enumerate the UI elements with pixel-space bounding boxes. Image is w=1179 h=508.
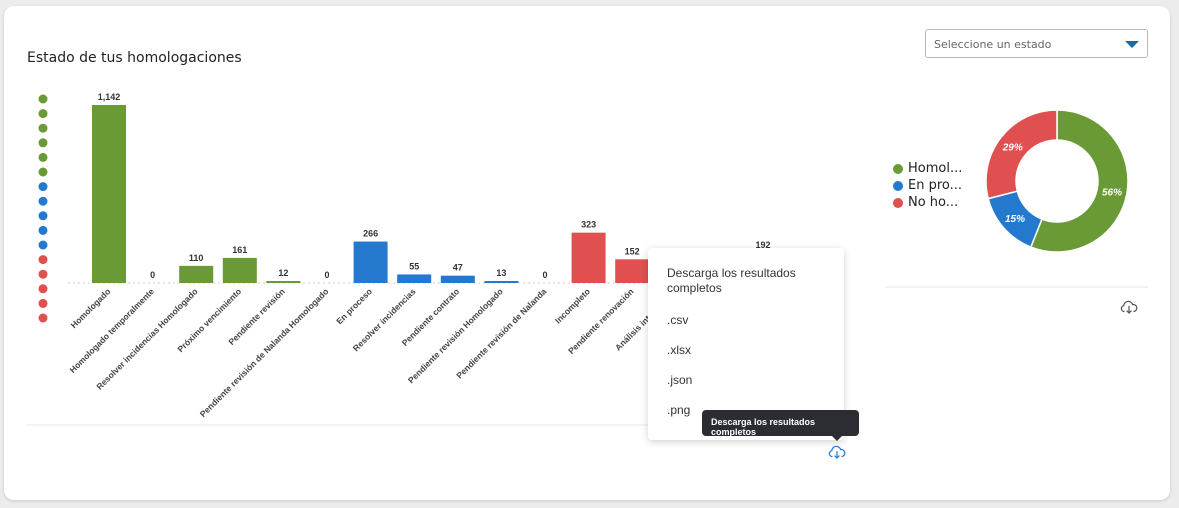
bar [266,281,301,283]
state-select-placeholder: Seleccione un estado [934,38,1052,51]
legend-label: En pro... [908,178,963,193]
download-menu-header: Descarga los resultados completos [667,266,796,295]
bar-value-label: 0 [324,270,329,280]
category-dot [38,240,48,250]
download-option-csv[interactable]: .csv [667,313,689,327]
download-tooltip-text: Descarga los resultados completos [711,417,816,437]
category-dot [38,269,48,279]
bar-value-label: 0 [150,270,155,280]
bar [222,257,257,283]
bar [179,265,214,283]
bar-value-label: 152 [625,246,640,256]
download-option-xlsx[interactable]: .xlsx [667,343,691,357]
category-dot [38,182,48,192]
bar [397,274,432,283]
download-tooltip: Descarga los resultados completos [702,410,859,441]
bar-value-label: 12 [278,268,288,278]
pie-legend: Homol... En pro... No ho... [893,160,962,211]
pie-slice [985,109,1058,200]
bar-value-label: 55 [409,261,419,271]
legend-item-no-homologado[interactable]: No ho... [893,194,962,211]
category-dot [38,211,48,221]
category-dot [38,284,48,294]
legend-dot [893,163,903,174]
download-menu: Descarga los resultados completos .csv .… [648,248,844,440]
category-dot [38,94,48,104]
category-dot [38,196,48,206]
legend-dot [893,197,903,208]
bar [440,275,475,283]
bar-value-label: 47 [453,263,463,273]
category-dot [38,298,48,308]
bar-value-label: 192 [755,240,770,250]
category-tick-label: Pendiente revisión de Nalanda [454,286,548,380]
bar [92,105,126,283]
legend-label: Homol... [908,161,963,176]
bar-value-label: 266 [363,229,378,239]
bar [615,259,650,283]
category-dot [38,167,48,177]
bar-value-label: 0 [542,270,547,280]
category-dot [38,313,48,323]
category-tick-label: Incompleto [553,286,592,325]
legend-dot [893,180,903,191]
bar-value-label: 110 [189,253,204,263]
legend-label: No ho... [908,195,959,210]
category-tick-label: Pendiente revisión Homologado [406,286,505,385]
category-tick-label: Homologado [69,286,113,330]
bar [571,232,606,283]
cloud-download-icon[interactable] [828,445,846,459]
pie-value-label: 56% [1102,187,1122,198]
category-dot [38,225,48,235]
bar [353,241,388,283]
state-select[interactable]: Seleccione un estado [925,29,1148,58]
category-tick-label: Homologado temporalmente [67,286,156,375]
chevron-down-icon [1125,41,1139,48]
cloud-download-icon[interactable] [1120,300,1138,314]
bar-value-label: 323 [581,220,596,230]
category-tick-label: En proceso [334,286,374,326]
category-dot [38,255,48,265]
bar-value-label: 1,142 [98,92,121,102]
legend-item-en-proceso[interactable]: En pro... [893,177,962,194]
category-dot [38,152,48,162]
pie-slice [1029,109,1129,253]
bar-value-label: 13 [496,268,506,278]
category-dot [38,123,48,133]
download-option-json[interactable]: .json [667,373,693,387]
download-option-png[interactable]: .png [667,403,691,417]
category-dot [38,109,48,119]
legend-item-homologado[interactable]: Homol... [893,160,962,177]
tooltip-arrow [832,436,842,441]
category-dot [38,138,48,148]
pie-value-label: 29% [1002,143,1023,154]
widget-title: Estado de tus homologaciones [27,50,242,66]
bar [484,280,519,283]
pie-value-label: 15% [1005,214,1025,225]
bar-value-label: 161 [232,245,247,255]
